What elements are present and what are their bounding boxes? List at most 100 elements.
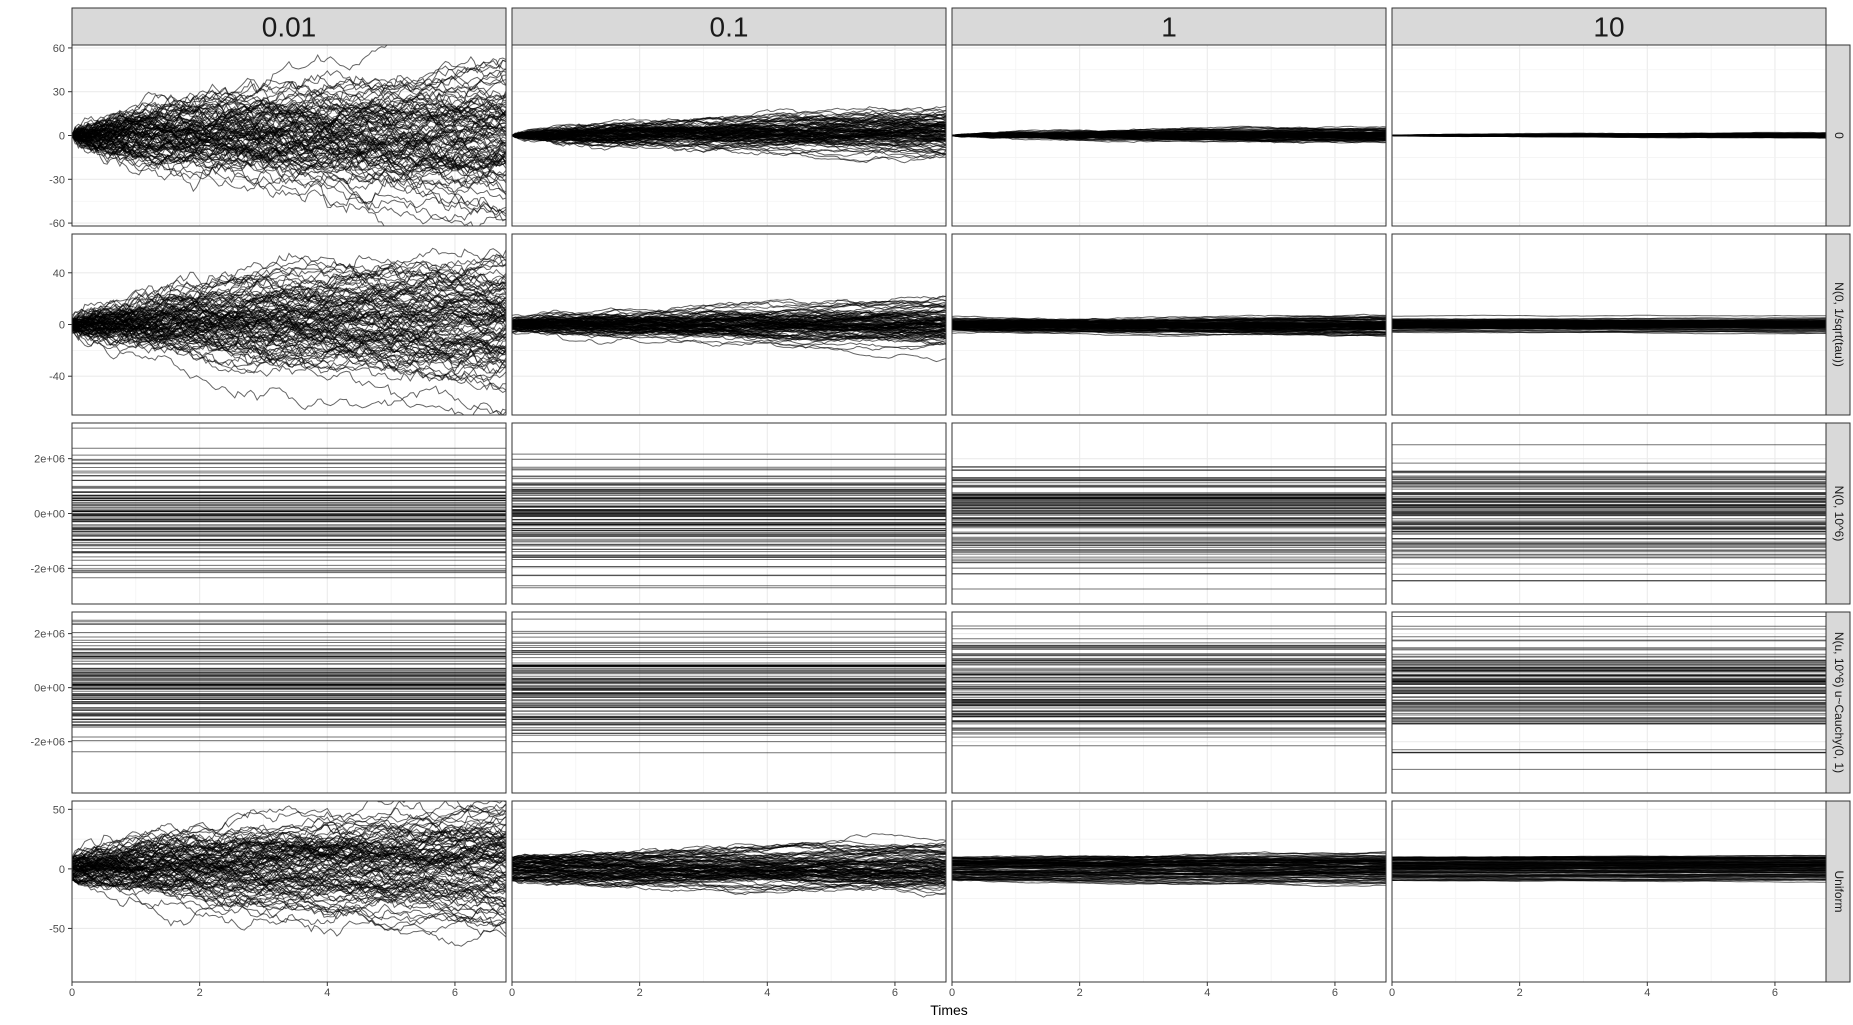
series-line — [952, 135, 1386, 144]
series-line — [952, 874, 1386, 880]
x-axis-col-2: 0 2 4 6 — [949, 982, 1338, 999]
y-tick-label: -60 — [49, 218, 65, 230]
series-line — [952, 323, 1386, 328]
series-line — [72, 860, 506, 889]
x-axes: 0 2 4 6 0 2 4 6 0 2 4 6 0 2 4 6 — [69, 982, 1778, 999]
series-lines — [512, 833, 946, 898]
series-line — [1392, 858, 1826, 861]
series-line — [1392, 319, 1826, 322]
series-line — [72, 866, 506, 895]
series-line — [72, 115, 506, 158]
series-line — [72, 323, 506, 391]
series-line — [72, 103, 506, 143]
column-strip-3: 10 — [1391, 7, 1827, 46]
row-strip-label: N(0, 1/sqrt(tau)) — [1832, 282, 1846, 367]
row-strip-4: Uniform — [1825, 800, 1851, 983]
series-line — [512, 876, 946, 889]
series-line — [512, 833, 946, 866]
x-tick-label: 2 — [1517, 987, 1523, 999]
series-line — [512, 110, 946, 137]
series-line — [72, 849, 506, 897]
series-line — [1392, 871, 1826, 874]
y-axis-row-4: 50 0 -50 — [49, 804, 72, 935]
series-line — [1392, 328, 1826, 331]
series-line — [512, 871, 946, 881]
series-lines — [952, 125, 1386, 144]
series-line — [512, 869, 946, 880]
x-tick-label: 2 — [197, 987, 203, 999]
series-line — [512, 868, 946, 886]
series-line — [72, 59, 506, 139]
series-line — [72, 82, 506, 138]
x-tick-label: 4 — [324, 987, 330, 999]
series-line — [952, 861, 1386, 867]
series-line — [72, 312, 506, 369]
column-strips: 0.01 0.1 1 10 — [71, 7, 1827, 46]
series-line — [952, 313, 1386, 326]
series-line — [72, 116, 506, 171]
series-lines — [72, 427, 506, 579]
series-line — [952, 132, 1386, 140]
y-tick-label: 40 — [53, 268, 65, 280]
row-strip-label: 0 — [1832, 132, 1846, 139]
series-line — [952, 864, 1386, 872]
row-strip-box — [1825, 611, 1851, 794]
series-line — [72, 834, 506, 871]
series-line — [72, 111, 506, 172]
panel-r2-c1 — [511, 422, 947, 605]
series-line — [1392, 321, 1826, 324]
column-strip-label: 0.1 — [710, 12, 749, 43]
series-line — [72, 90, 506, 164]
series-lines — [1392, 854, 1826, 883]
series-lines — [72, 45, 506, 226]
series-line — [72, 294, 506, 336]
series-line — [952, 321, 1386, 326]
series-line — [72, 319, 506, 365]
y-tick-label: -2e+06 — [30, 737, 65, 749]
series-line — [72, 45, 388, 148]
x-tick-label: 0 — [509, 987, 515, 999]
series-line — [72, 305, 506, 344]
series-line — [1392, 132, 1826, 137]
series-line — [72, 262, 506, 333]
row-strip-box — [1825, 422, 1851, 605]
series-line — [72, 259, 506, 339]
panel-r1-c3 — [1391, 233, 1827, 416]
x-axis-col-0: 0 2 4 6 — [69, 982, 458, 999]
x-tick-label: 0 — [69, 987, 75, 999]
panel-border — [951, 800, 1387, 983]
series-lines — [952, 466, 1386, 590]
series-line — [1392, 878, 1826, 882]
panel-r0-c1 — [511, 44, 947, 227]
x-axis-col-1: 0 2 4 6 — [509, 982, 898, 999]
series-line — [512, 876, 946, 892]
row-strip-1: N(0, 1/sqrt(tau)) — [1825, 233, 1851, 416]
series-line — [512, 318, 946, 330]
series-line — [72, 873, 506, 947]
column-strip-label: 10 — [1593, 12, 1624, 43]
panel-border — [511, 800, 947, 983]
panel-r4-c1 — [511, 800, 947, 983]
series-lines — [512, 618, 946, 754]
series-line — [512, 865, 946, 875]
x-tick-label: 6 — [1332, 987, 1338, 999]
y-tick-label: 2e+06 — [34, 629, 65, 641]
series-lines — [1392, 314, 1826, 335]
series-line — [952, 871, 1386, 877]
series-line — [72, 70, 506, 136]
panel-r3-c3 — [1391, 611, 1827, 794]
series-line — [72, 879, 506, 907]
x-tick-label: 4 — [1204, 987, 1210, 999]
series-line — [512, 855, 946, 874]
column-strip-1: 0.1 — [511, 7, 947, 46]
y-tick-label: 0e+00 — [34, 683, 65, 695]
series-line — [72, 803, 506, 858]
panel-border — [951, 611, 1387, 794]
x-axis-col-3: 0 2 4 6 — [1389, 982, 1778, 999]
x-tick-label: 6 — [892, 987, 898, 999]
row-strip-label: N(0, 10^6) — [1832, 486, 1846, 542]
x-tick-label: 4 — [764, 987, 770, 999]
panel-r0-c0 — [71, 44, 507, 227]
y-tick-label: 0 — [59, 131, 65, 143]
series-line — [72, 848, 506, 873]
